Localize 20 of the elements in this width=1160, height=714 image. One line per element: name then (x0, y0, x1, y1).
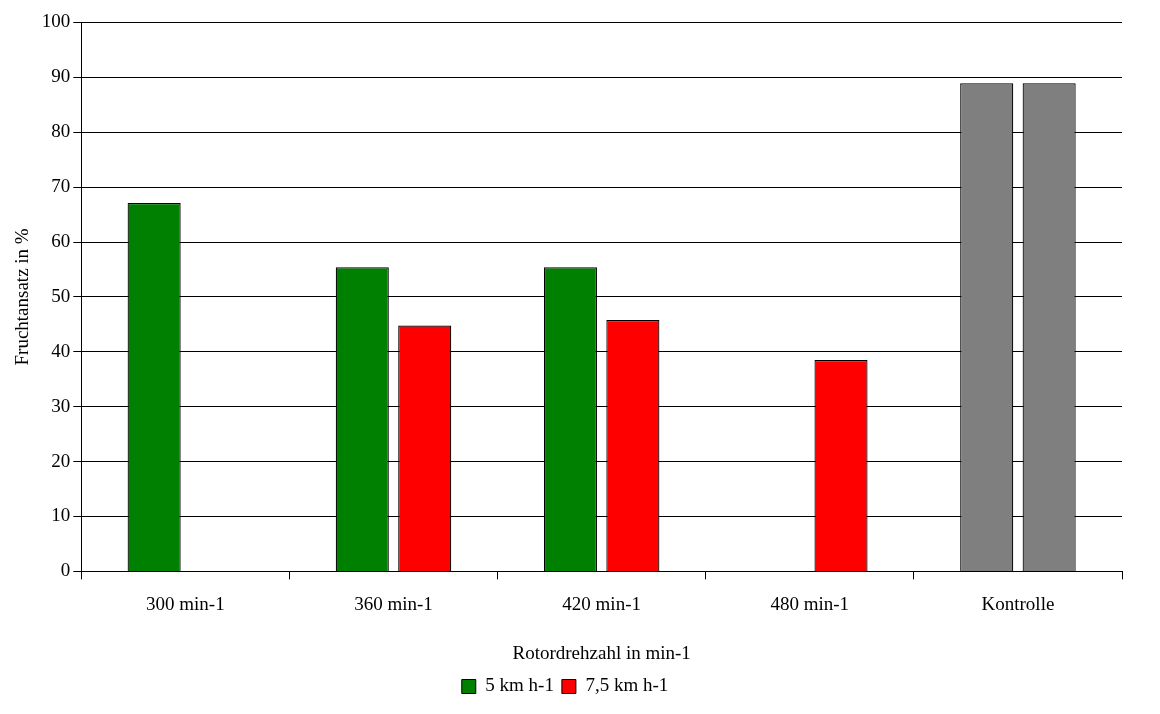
y-tick-label: 50 (51, 284, 71, 306)
x-tick-label: 480 min-1 (770, 592, 850, 614)
y-tick-label: 0 (60, 559, 71, 581)
y-tick-label: 80 (51, 120, 71, 142)
x-tick-label: 420 min-1 (562, 592, 641, 614)
y-tick-label: 30 (51, 394, 71, 416)
y-tick-label: 70 (51, 175, 71, 197)
y-tick-label: 40 (51, 339, 71, 361)
x-tick-label: 300 min-1 (146, 592, 225, 614)
y-tick-label: 20 (51, 449, 71, 471)
y-axis-title: Fruchtansatz in % (11, 228, 33, 366)
y-tick-label: 100 (41, 10, 71, 32)
legend-label: 5 km h-1 (485, 674, 554, 696)
y-tick-label: 10 (51, 504, 71, 526)
x-tick-label: Kontrolle (981, 592, 1055, 614)
y-tick-label: 90 (51, 65, 71, 87)
legend-label: 7,5 km h-1 (585, 674, 669, 696)
x-axis-title: Rotordrehzahl in min-1 (512, 641, 691, 663)
y-tick-label: 60 (51, 229, 71, 251)
x-tick-label: 360 min-1 (354, 592, 433, 614)
